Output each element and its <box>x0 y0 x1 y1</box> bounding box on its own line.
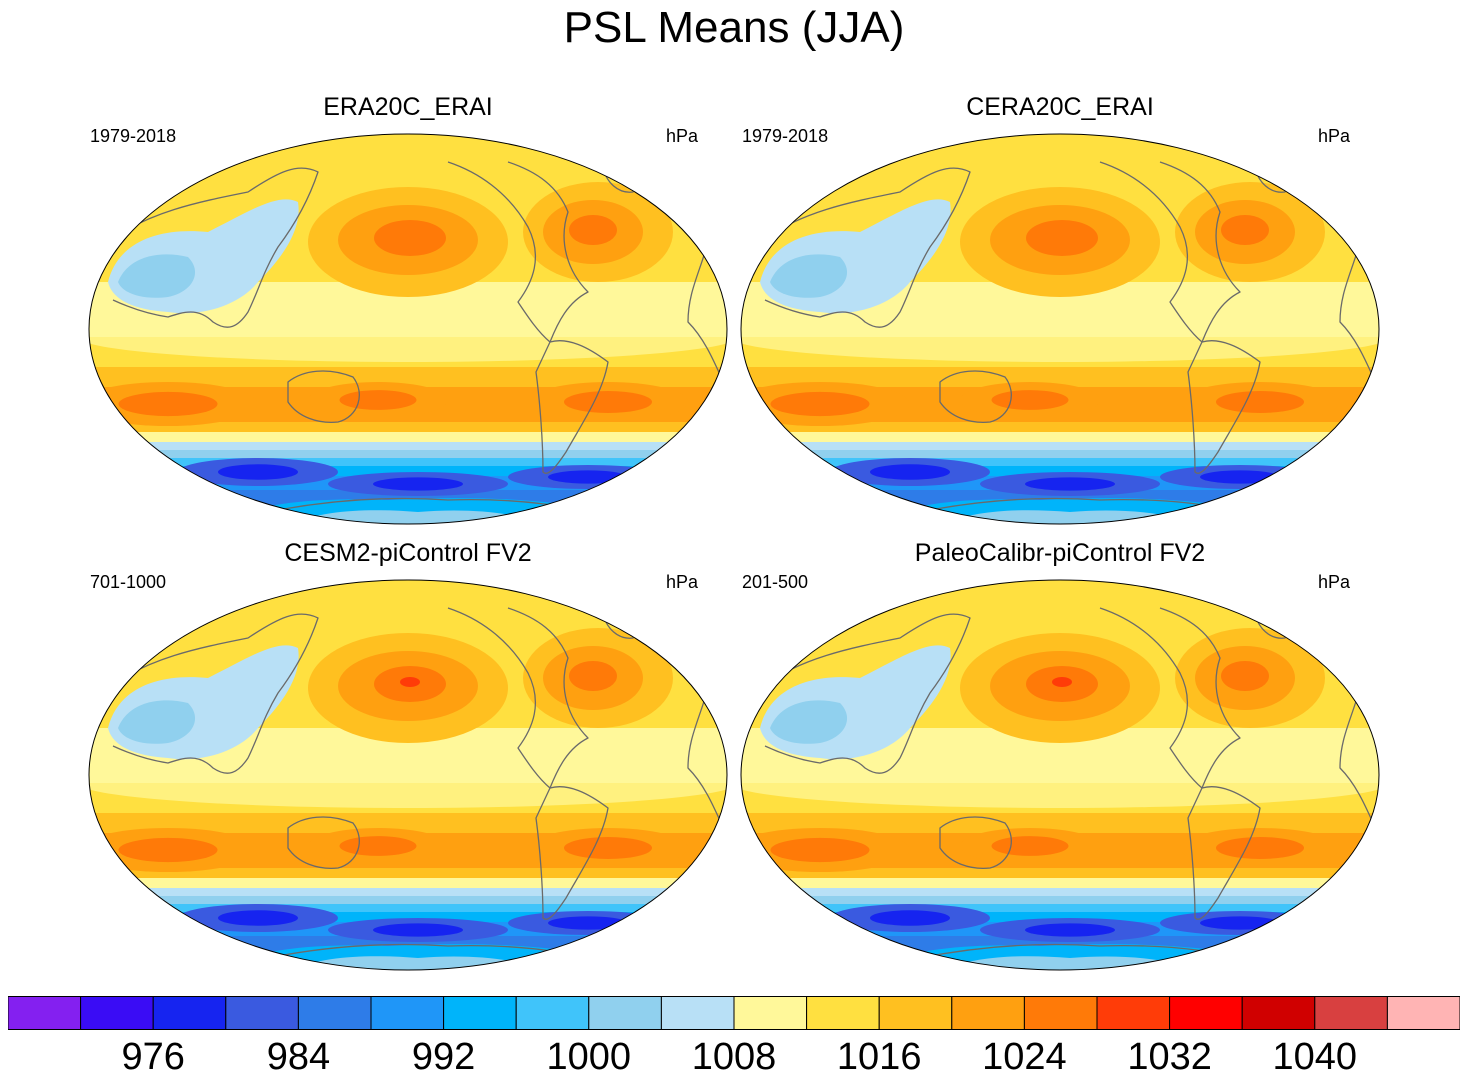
colorbar-swatch <box>878 996 953 1030</box>
panel-units: hPa <box>666 126 699 146</box>
panel-period: 701-1000 <box>90 572 167 592</box>
globe-map <box>88 133 728 525</box>
colorbar-tick-label: 1032 <box>1127 1036 1212 1078</box>
map-panel-era20c: ERA20C_ERAI 1979-2018 hPa <box>88 92 738 532</box>
colorbar-tick-label: 1024 <box>982 1036 1067 1078</box>
colorbar-swatch <box>8 996 82 1030</box>
panel-period: 1979-2018 <box>742 126 829 146</box>
colorbar-swatch <box>297 996 372 1030</box>
colorbar-swatch <box>225 996 299 1030</box>
map-panel-cera20c: CERA20C_ERAI 1979-2018 hPa <box>740 92 1390 532</box>
colorbar-swatch <box>588 996 662 1030</box>
panel-title: CERA20C_ERAI <box>966 93 1154 121</box>
panel-period: 1979-2018 <box>90 126 177 146</box>
globe-map <box>740 133 1380 525</box>
colorbar-swatch <box>1386 996 1460 1030</box>
panel-title: ERA20C_ERAI <box>323 93 493 121</box>
colorbar-swatch <box>515 996 590 1030</box>
colorbar-swatch <box>443 996 517 1030</box>
panel-units: hPa <box>1318 572 1351 592</box>
colorbar-swatch <box>1314 996 1388 1030</box>
colorbar-swatch <box>733 996 808 1030</box>
colorbar-tick-label: 1008 <box>691 1036 777 1078</box>
colorbar-tick-label: 976 <box>121 1036 185 1078</box>
globe-map <box>88 579 728 971</box>
colorbar-swatch <box>1023 996 1098 1030</box>
colorbar-swatch <box>660 996 735 1030</box>
colorbar-swatch <box>1169 996 1243 1030</box>
panel-period: 201-500 <box>742 572 809 592</box>
colorbar <box>8 996 1460 1030</box>
colorbar-swatch <box>370 996 445 1030</box>
colorbar-swatch <box>1241 996 1316 1030</box>
colorbar-tick-label: 984 <box>266 1036 331 1078</box>
colorbar-swatch <box>951 996 1025 1030</box>
colorbar-swatch <box>1096 996 1171 1030</box>
panel-units: hPa <box>666 572 699 592</box>
colorbar-swatch <box>152 996 227 1030</box>
map-panel-cesm2: CESM2-piControl FV2 701-1000 hPa <box>88 538 738 978</box>
panel-units: hPa <box>1318 126 1351 146</box>
colorbar-swatch <box>806 996 880 1030</box>
panel-title: CESM2-piControl FV2 <box>284 539 532 567</box>
colorbar-tick-label: 992 <box>411 1036 476 1078</box>
colorbar-tick-label: 1016 <box>836 1036 922 1078</box>
panel-title: PaleoCalibr-piControl FV2 <box>914 539 1206 567</box>
figure-title: PSL Means (JJA) <box>563 3 905 52</box>
globe-map <box>740 579 1380 971</box>
colorbar-swatch <box>80 996 154 1030</box>
map-panel-paleocalibr: PaleoCalibr-piControl FV2 201-500 hPa <box>740 538 1390 978</box>
colorbar-tick-label: 1000 <box>546 1036 632 1078</box>
colorbar-tick-label: 1040 <box>1272 1036 1358 1078</box>
